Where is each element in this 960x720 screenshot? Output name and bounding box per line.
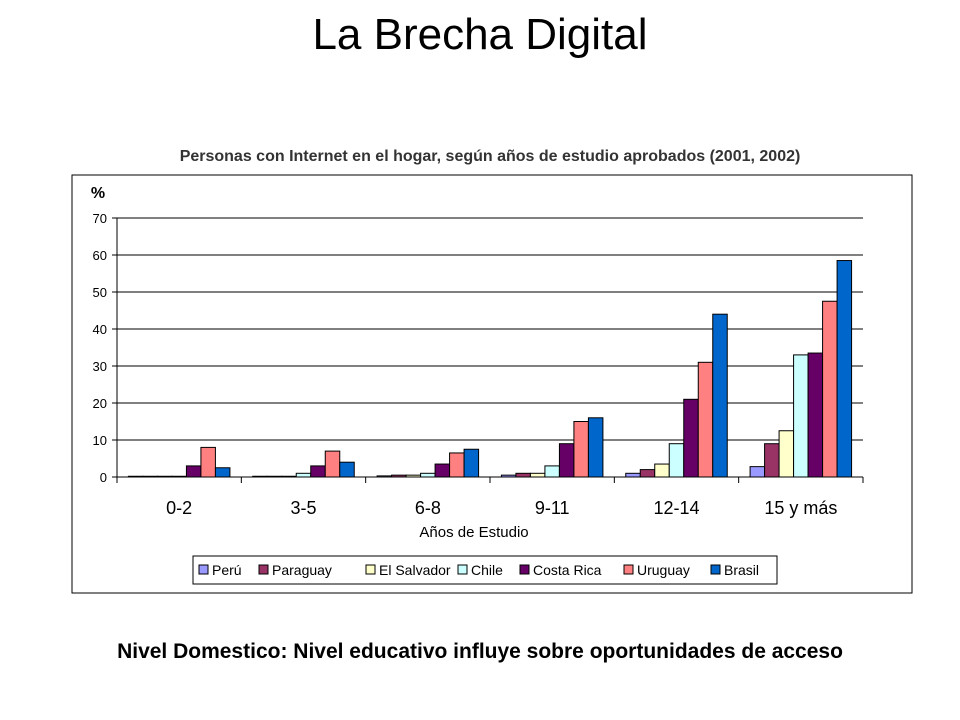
legend-label: Costa Rica xyxy=(533,562,602,578)
bar xyxy=(654,463,670,478)
bar xyxy=(558,443,575,478)
legend-swatch xyxy=(365,564,376,575)
legend-swatch xyxy=(198,564,209,575)
bar xyxy=(544,465,560,478)
bar xyxy=(697,361,714,478)
legend-label: Chile xyxy=(471,562,503,578)
axes: 0 10 20 30 40 50 60 70 0-2 3-5 6-8 9-11 12-14 15 y má… xyxy=(93,211,864,518)
legend-label: Uruguay xyxy=(637,562,690,578)
x-tick-label: 0-2 xyxy=(166,498,192,518)
x-tick-label: 9-11 xyxy=(535,498,570,518)
y-tick-label: 0 xyxy=(100,470,107,485)
legend-swatch xyxy=(710,564,721,575)
y-tick-label: 10 xyxy=(93,433,107,448)
legend-swatch xyxy=(457,564,468,575)
bar xyxy=(573,421,589,478)
y-tick-label: 70 xyxy=(93,211,107,226)
bar xyxy=(683,398,699,478)
bar xyxy=(793,354,809,478)
y-axis-label: % xyxy=(91,185,105,202)
bar xyxy=(214,467,231,478)
bar xyxy=(749,466,766,478)
x-tick-label: 3-5 xyxy=(290,498,316,518)
bars xyxy=(127,260,853,478)
bar xyxy=(449,452,465,478)
legend: Perú Paraguay El Salvador Chile Costa Rica Ur… xyxy=(192,555,778,585)
bar xyxy=(822,300,838,478)
bar xyxy=(434,463,451,478)
footer-caption: Nivel Domestico: Nivel educativo influye… xyxy=(117,640,843,663)
legend-label: Perú xyxy=(212,562,242,578)
y-tick-label: 20 xyxy=(93,396,107,411)
legend-box xyxy=(192,555,778,585)
x-tick-label: 12-14 xyxy=(653,498,699,518)
y-tick-label: 30 xyxy=(93,359,107,374)
legend-swatch xyxy=(623,564,634,575)
chart-frame xyxy=(71,174,913,594)
bar xyxy=(836,260,853,478)
bar xyxy=(529,472,546,478)
bar xyxy=(764,443,780,478)
bar xyxy=(310,465,326,478)
x-tick-label: 6-8 xyxy=(415,498,441,518)
gridlines xyxy=(117,217,863,441)
y-tick-label: 50 xyxy=(93,285,107,300)
x-tick-label: 15 y más xyxy=(764,498,837,518)
legend-label: Paraguay xyxy=(272,562,332,578)
bar xyxy=(295,472,312,478)
legend-swatch xyxy=(519,564,530,575)
y-tick-label: 40 xyxy=(93,322,107,337)
bar xyxy=(807,352,824,478)
chart-title: Personas con Internet en el hogar, según… xyxy=(179,148,801,165)
bar xyxy=(324,450,341,478)
bar xyxy=(668,443,685,478)
bar xyxy=(185,465,202,478)
bar xyxy=(463,448,480,478)
bar xyxy=(639,469,656,478)
legend-label: El Salvador xyxy=(379,562,451,578)
legend-swatch xyxy=(258,564,269,575)
legend-label: Brasil xyxy=(724,562,759,578)
x-axis-label: Años de Estudio xyxy=(419,524,528,541)
bar xyxy=(200,446,216,478)
bar xyxy=(339,461,355,478)
y-tick-label: 60 xyxy=(93,248,107,263)
bar xyxy=(587,417,604,478)
bar xyxy=(420,472,436,478)
bar xyxy=(625,472,641,478)
bar xyxy=(515,472,531,478)
bar xyxy=(778,430,795,478)
bar xyxy=(712,313,728,478)
slide-title: La Brecha Digital xyxy=(312,10,648,59)
